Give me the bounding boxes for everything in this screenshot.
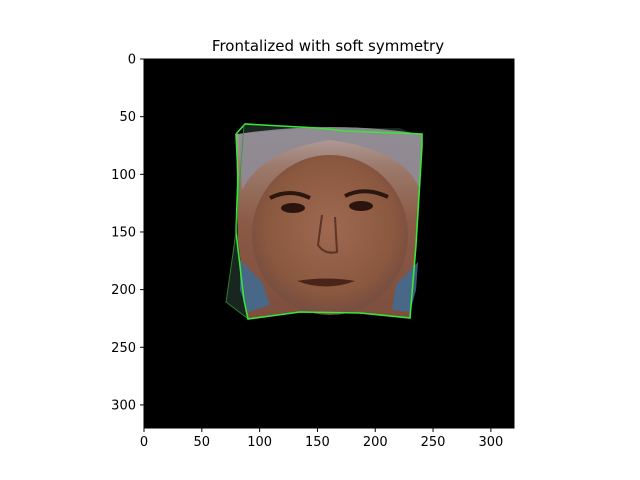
x-tick-label: 50 (194, 435, 211, 450)
face-oval (252, 155, 408, 315)
face-nose (316, 214, 339, 254)
x-tick-label: 150 (305, 435, 330, 450)
y-tick-label: 50 (119, 110, 136, 125)
face-right-eye (349, 201, 373, 211)
face-left-brow (269, 191, 311, 200)
x-tick-label: 200 (363, 435, 388, 450)
x-tick-label: 250 (421, 435, 446, 450)
y-axis: 0 50 100 150 200 250 300 (111, 53, 144, 413)
frontalized-face (225, 123, 423, 320)
y-tick-label: 0 (128, 53, 136, 68)
x-tick-label: 300 (478, 435, 503, 450)
y-tick-label: 100 (111, 168, 136, 183)
x-tick-label: 100 (247, 435, 272, 450)
face-hair (238, 127, 422, 190)
face-mouth (297, 278, 355, 287)
warp-outline (235, 123, 423, 320)
y-tick-label: 150 (111, 225, 136, 240)
face-left-patch (240, 260, 270, 312)
face-left-eye (281, 203, 305, 213)
x-axis: 0 50 100 150 200 250 300 (140, 428, 503, 450)
y-tick-label: 300 (111, 398, 136, 413)
warp-outline-inner (225, 123, 248, 319)
y-tick-label: 200 (111, 283, 136, 298)
x-tick-label: 0 (140, 435, 148, 450)
axes-frame (143, 58, 515, 429)
y-tick-label: 250 (111, 341, 136, 356)
face-right-brow (344, 189, 389, 199)
chart-title: Frontalized with soft symmetry (212, 37, 444, 55)
